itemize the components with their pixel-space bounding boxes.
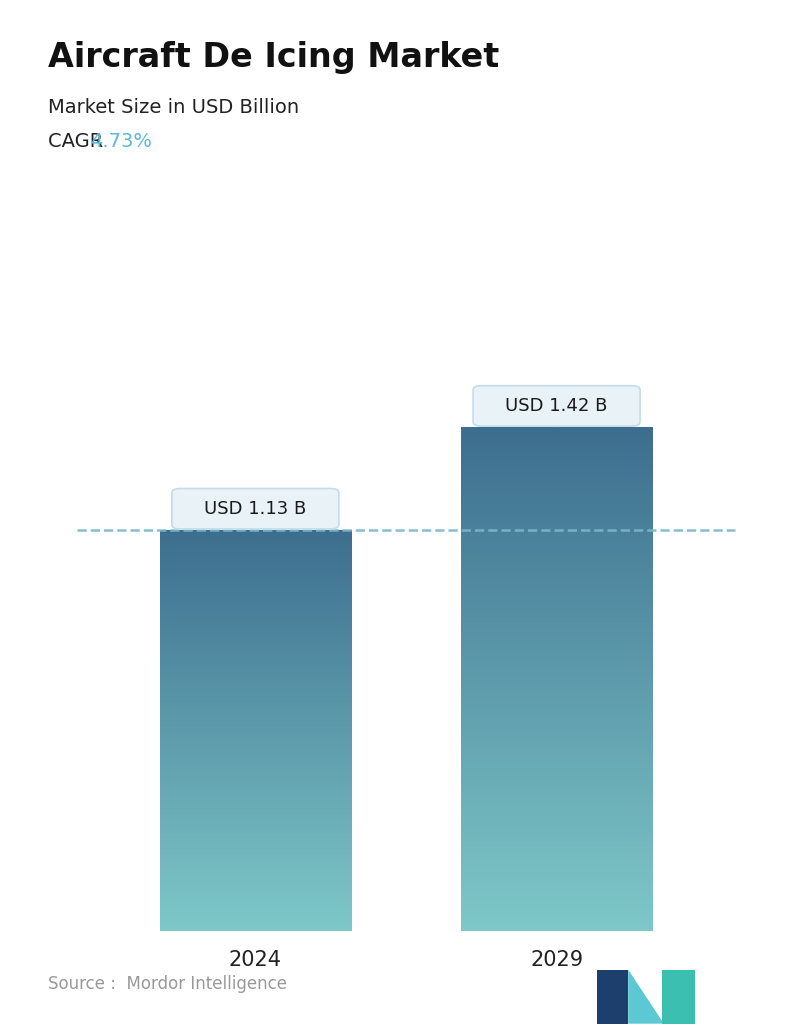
Polygon shape	[597, 970, 628, 1024]
Text: USD 1.13 B: USD 1.13 B	[205, 499, 306, 518]
Polygon shape	[661, 970, 695, 1024]
Text: 4.73%: 4.73%	[90, 132, 152, 151]
FancyBboxPatch shape	[172, 488, 339, 529]
Text: Source :  Mordor Intelligence: Source : Mordor Intelligence	[48, 975, 287, 993]
Text: Market Size in USD Billion: Market Size in USD Billion	[48, 98, 298, 117]
Text: CAGR: CAGR	[48, 132, 109, 151]
Polygon shape	[628, 970, 664, 1024]
Polygon shape	[544, 422, 569, 426]
Text: Aircraft De Icing Market: Aircraft De Icing Market	[48, 41, 499, 74]
FancyBboxPatch shape	[473, 386, 640, 426]
Polygon shape	[243, 524, 267, 528]
Text: USD 1.42 B: USD 1.42 B	[505, 397, 608, 415]
